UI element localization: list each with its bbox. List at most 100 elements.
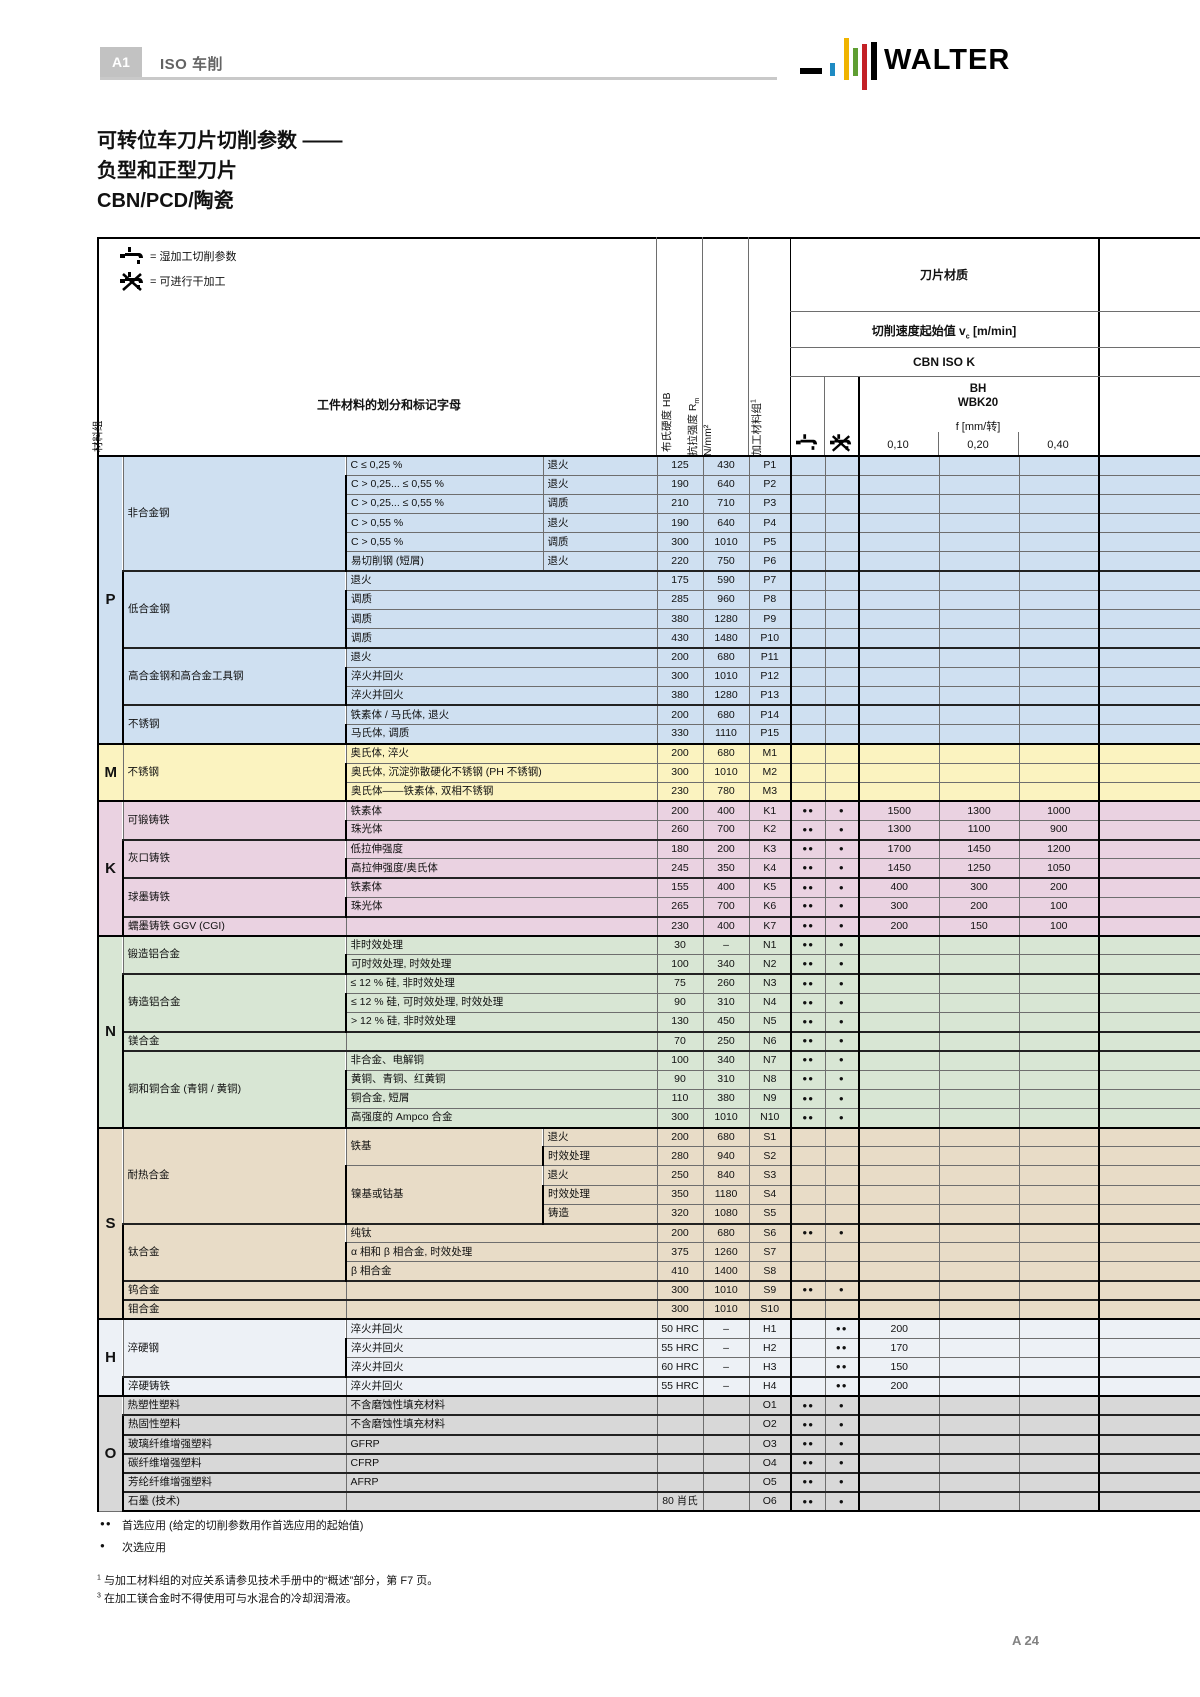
feed-value-020: 0,20 [967, 439, 989, 451]
wet-preference-cell [790, 762, 826, 783]
material-spec-cell: 高拉伸强度/奥氏体 [345, 858, 658, 879]
dry-preference-cell: ● [824, 820, 860, 841]
machining-group-cell: P11 [748, 646, 792, 668]
material-spec-cell: 铜合金, 短屑 [345, 1088, 658, 1109]
hdr-line [824, 376, 825, 455]
wet-preference-cell [790, 589, 826, 611]
vc-040-cell [1018, 570, 1100, 591]
tensile-cell: 1010 [702, 666, 750, 687]
material-spec-cell: 淬火并回火 [345, 1318, 658, 1340]
machining-group-cell: P4 [748, 513, 792, 534]
material-name-cell: 不锈钢 [122, 742, 347, 802]
vc-010-cell [858, 1030, 940, 1052]
machining-group-cell: M2 [748, 762, 792, 783]
tensile-unit-text: N/mm² [702, 424, 714, 457]
clipped-column-cell [1098, 685, 1200, 706]
vc-040-cell [1018, 1146, 1100, 1167]
vc-040-cell [1018, 934, 1100, 956]
clipped-column-cell [1098, 781, 1200, 802]
tensile-cell [702, 1471, 750, 1493]
wet-preference-cell [790, 1338, 826, 1359]
material-spec-cell: 调质 [345, 589, 658, 611]
tensile-cell: 340 [702, 954, 750, 975]
dry-preference-cell: ● [824, 1011, 860, 1033]
material-spec-cell [345, 1280, 658, 1301]
hardness-cell [656, 1433, 704, 1455]
vc-010-cell: 200 [858, 1375, 940, 1397]
hardness-cell: 210 [656, 493, 704, 515]
tensile-cell: 1480 [702, 628, 750, 649]
machining-group-col-label: 加工材料组1 [749, 399, 764, 455]
logo-green-bar [853, 48, 858, 76]
vc-010-cell [858, 685, 940, 706]
material-name-cell: 耐热合金 [122, 1126, 347, 1224]
machining-group-cell: M3 [748, 781, 792, 802]
tensile-cell: 250 [702, 1030, 750, 1052]
machining-group-cell: K1 [748, 800, 792, 822]
vc-020-cell [938, 1338, 1020, 1359]
tensile-cell: 640 [702, 474, 750, 495]
clipped-column-cell [1098, 628, 1200, 649]
vc-040-cell [1018, 992, 1100, 1013]
tensile-cell [702, 1395, 750, 1416]
dry-preference-cell [824, 1261, 860, 1282]
dry-preference-cell: ●● [824, 1375, 860, 1397]
heat-treatment-cell: 铸造 [542, 1203, 658, 1225]
clipped-column-cell [1098, 858, 1200, 879]
material-spec-cell: GFRP [345, 1433, 658, 1455]
vc-020-cell [938, 781, 1020, 802]
wet-preference-cell: ●● [790, 1049, 826, 1071]
material-name-cell: 碳纤维增强塑料 [122, 1452, 347, 1474]
hardness-cell: 300 [656, 1299, 704, 1320]
dry-preference-cell: ● [824, 1069, 860, 1090]
hardness-cell: 200 [656, 742, 704, 764]
wet-machining-icon [120, 247, 143, 264]
tensile-cell: 700 [702, 896, 750, 918]
material-spec-cell [345, 1299, 658, 1320]
vc-020-cell [938, 474, 1020, 495]
tensile-cell: 400 [702, 800, 750, 822]
wet-preference-cell: ●● [790, 1414, 826, 1436]
hardness-cell: 300 [656, 1107, 704, 1129]
hardness-cell: 55 HRC [656, 1375, 704, 1397]
clipped-column-cell [1098, 646, 1200, 668]
vc-040-cell [1018, 781, 1100, 802]
vc-020-cell: 150 [938, 915, 1020, 937]
hardness-cell: 300 [656, 666, 704, 687]
vc-040-cell [1018, 685, 1100, 706]
hardness-cell: 50 HRC [656, 1318, 704, 1340]
hardness-cell: 410 [656, 1261, 704, 1282]
vc-020-cell [938, 1242, 1020, 1263]
clipped-column-cell [1098, 1011, 1200, 1033]
clipped-column-cell [1098, 1357, 1200, 1378]
vc-040-cell [1018, 1030, 1100, 1052]
vc-020-cell [938, 724, 1020, 745]
machining-group-cell: N2 [748, 954, 792, 975]
tensile-cell: – [702, 1318, 750, 1340]
tensile-cell: – [702, 1375, 750, 1397]
heat-treatment-cell: 退火 [542, 474, 658, 495]
hdr-band-line [790, 311, 1200, 312]
hardness-cell: 55 HRC [656, 1338, 704, 1359]
dry-preference-cell: ● [824, 973, 860, 994]
vc-010-cell [858, 1261, 940, 1282]
hardness-cell: 430 [656, 628, 704, 649]
vc-040-cell [1018, 1375, 1100, 1397]
hardness-col-label: 布氏硬度 HB [661, 392, 673, 452]
vc-010-cell: 150 [858, 1357, 940, 1378]
machining-group-cell: O2 [748, 1414, 792, 1436]
vc-010-cell [858, 1452, 940, 1474]
vc-020-cell [938, 513, 1020, 534]
feed-separator [938, 432, 939, 455]
material-name-cell: 钨合金 [122, 1280, 347, 1301]
wet-preference-cell [790, 532, 826, 553]
machining-group-cell: P15 [748, 724, 792, 745]
material-group-letter: P [97, 455, 124, 745]
clipped-column-cell [1098, 1491, 1200, 1513]
vc-020-cell [938, 1203, 1020, 1225]
material-subtype-cell: 镍基或钴基 [345, 1165, 544, 1224]
tensile-cell: 260 [702, 973, 750, 994]
vc-020-cell [938, 1471, 1020, 1493]
tensile-cell: 450 [702, 1011, 750, 1033]
vc-020-cell [938, 685, 1020, 706]
